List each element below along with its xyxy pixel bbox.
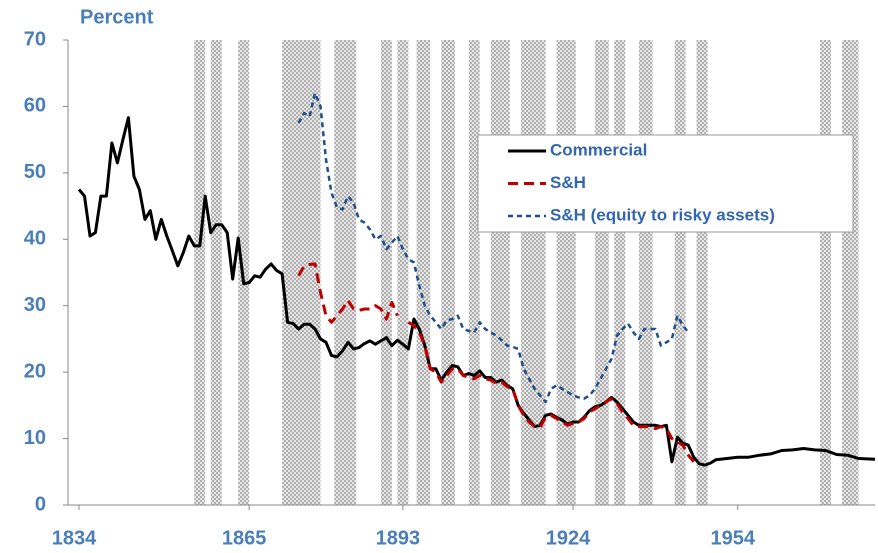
legend-label: S&H (equity to risky assets): [550, 205, 775, 224]
shaded-period: [674, 40, 686, 505]
shaded-period: [380, 40, 392, 505]
x-tick-label: 1954: [711, 527, 756, 549]
series-line: [297, 91, 690, 404]
shaded-period: [614, 40, 626, 505]
shaded-period: [820, 40, 832, 505]
series-line: [77, 116, 876, 467]
x-tick-label: 1893: [376, 527, 421, 549]
shaded-period: [638, 40, 653, 505]
y-tick-label: 60: [24, 95, 46, 117]
shaded-period: [334, 40, 357, 505]
shaded-period: [416, 40, 431, 505]
x-tick-label: 1834: [52, 527, 97, 549]
shaded-period: [468, 40, 480, 505]
y-axis-label: Percent: [80, 6, 154, 28]
shaded-period: [595, 40, 609, 505]
shaded-period: [397, 40, 409, 505]
shaded-period: [520, 40, 546, 505]
y-tick-label: 20: [24, 360, 46, 382]
shaded-period: [842, 40, 859, 505]
y-tick-label: 10: [24, 427, 46, 449]
shaded-period: [194, 40, 206, 505]
x-tick-label: 1924: [546, 527, 591, 549]
legend-label: S&H: [550, 173, 586, 192]
shaded-period: [696, 40, 708, 505]
legend-label: Commercial: [550, 140, 647, 159]
y-tick-label: 0: [35, 493, 46, 515]
shaded-period: [210, 40, 222, 505]
series-line: [297, 262, 695, 463]
y-tick-label: 40: [24, 228, 46, 250]
shaded-period: [556, 40, 576, 505]
y-tick-label: 30: [24, 294, 46, 316]
x-tick-label: 1865: [222, 527, 267, 549]
y-tick-label: 50: [24, 161, 46, 183]
y-tick-label: 70: [24, 28, 46, 50]
shaded-period: [490, 40, 510, 505]
shaded-period: [441, 40, 456, 505]
